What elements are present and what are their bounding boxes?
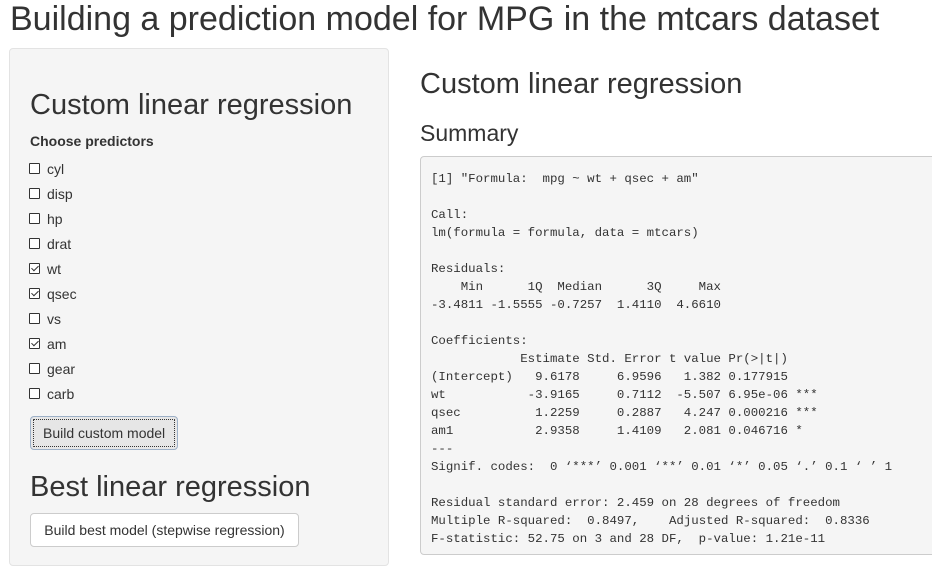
predictor-option-cyl[interactable]: cyl bbox=[29, 156, 77, 181]
predictor-option-hp[interactable]: hp bbox=[29, 206, 77, 231]
build-best-model-button[interactable]: Build best model (stepwise regression) bbox=[30, 513, 299, 547]
predictor-option-gear[interactable]: gear bbox=[29, 356, 77, 381]
predictor-label: gear bbox=[47, 360, 76, 377]
predictor-option-qsec[interactable]: qsec bbox=[29, 281, 77, 306]
predictor-option-wt[interactable]: wt bbox=[29, 256, 77, 281]
predictor-checkbox-drat[interactable] bbox=[29, 238, 40, 249]
build-custom-model-button[interactable]: Build custom model bbox=[30, 416, 178, 450]
predictor-checkbox-disp[interactable] bbox=[29, 188, 40, 199]
predictor-label: am bbox=[47, 335, 67, 352]
predictor-checkbox-group: cyl disp hp drat wt qsec vs am gear carb bbox=[29, 156, 77, 406]
predictor-option-disp[interactable]: disp bbox=[29, 181, 77, 206]
summary-heading: Summary bbox=[420, 120, 519, 146]
predictor-label: drat bbox=[47, 235, 72, 252]
predictor-checkbox-hp[interactable] bbox=[29, 213, 40, 224]
predictor-label: disp bbox=[47, 185, 73, 202]
predictor-checkbox-gear[interactable] bbox=[29, 363, 40, 374]
main-title: Custom linear regression bbox=[420, 68, 743, 100]
predictor-checkbox-cyl[interactable] bbox=[29, 163, 40, 174]
predictor-label: wt bbox=[47, 260, 61, 277]
predictor-option-carb[interactable]: carb bbox=[29, 381, 77, 406]
predictor-option-am[interactable]: am bbox=[29, 331, 77, 356]
predictor-checkbox-vs[interactable] bbox=[29, 313, 40, 324]
predictor-label: carb bbox=[47, 385, 75, 402]
custom-regression-heading: Custom linear regression bbox=[30, 89, 353, 121]
choose-predictors-label: Choose predictors bbox=[30, 133, 154, 149]
predictor-label: qsec bbox=[47, 285, 77, 302]
predictor-label: vs bbox=[47, 310, 61, 327]
predictor-label: cyl bbox=[47, 160, 65, 177]
predictor-checkbox-qsec[interactable] bbox=[29, 288, 40, 299]
regression-summary-output: [1] "Formula: mpg ~ wt + qsec + am" Call… bbox=[420, 156, 932, 555]
predictor-option-vs[interactable]: vs bbox=[29, 306, 77, 331]
sidebar-panel: Custom linear regression Choose predicto… bbox=[9, 48, 389, 566]
predictor-checkbox-wt[interactable] bbox=[29, 263, 40, 274]
predictor-option-drat[interactable]: drat bbox=[29, 231, 77, 256]
predictor-label: hp bbox=[47, 210, 63, 227]
predictor-checkbox-carb[interactable] bbox=[29, 388, 40, 399]
best-regression-heading: Best linear regression bbox=[30, 471, 311, 503]
page-title: Building a prediction model for MPG in t… bbox=[10, 0, 880, 38]
predictor-checkbox-am[interactable] bbox=[29, 338, 40, 349]
